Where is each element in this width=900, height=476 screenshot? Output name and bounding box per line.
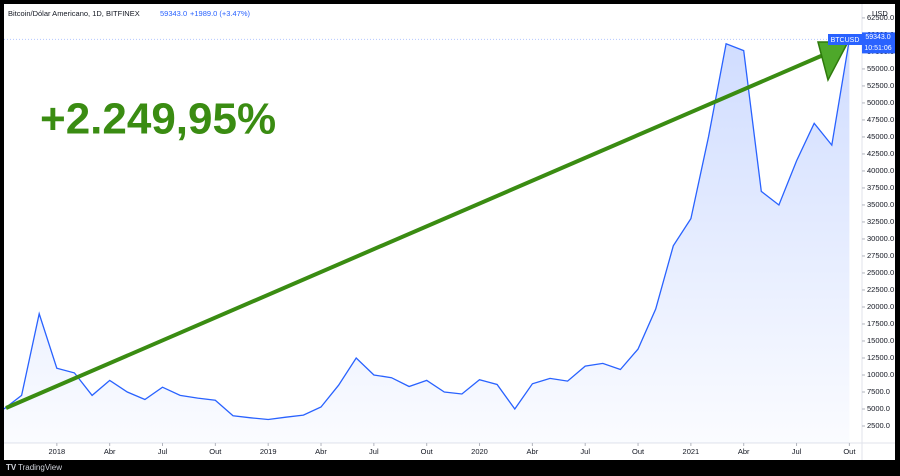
header-price: 59343.0 [160, 9, 187, 18]
x-tick-label: Out [632, 447, 645, 456]
y-tick-label: 20000.0 [867, 302, 894, 311]
symbol-title: Bitcoin/Dólar Americano, 1D, BITFINEX [8, 9, 140, 18]
x-tick-label: Abr [738, 447, 750, 456]
y-tick-label: 10000.0 [867, 370, 894, 379]
currency-label: USD [872, 9, 888, 18]
y-tick-label: 30000.0 [867, 234, 894, 243]
plot-area [4, 38, 862, 443]
y-tick-label: 35000.0 [867, 200, 894, 209]
price-badge [862, 32, 895, 54]
axes: 2500.0 5000.0 7500.0 10000.0 12500.0 15000.0 1… [48, 13, 894, 456]
header-change: +1989.0 (+3.47%) [190, 9, 251, 18]
x-tick-label: 2019 [260, 447, 277, 456]
price-badge-label: 59343.0 [865, 34, 890, 41]
brand-logo: TV [6, 463, 17, 472]
y-tick-label: 52500.0 [867, 81, 894, 90]
x-tick-label: Abr [315, 447, 327, 456]
y-tick-label: 47500.0 [867, 115, 894, 124]
countdown: 10:51:06 [864, 45, 891, 52]
x-tick-label: 2020 [471, 447, 488, 456]
y-tick-label: 12500.0 [867, 353, 894, 362]
x-tick-label: Jul [792, 447, 802, 456]
x-tick-label: Abr [527, 447, 539, 456]
y-tick-label: 22500.0 [867, 285, 894, 294]
y-tick-label: 55000.0 [867, 64, 894, 73]
x-tick-label: Jul [580, 447, 590, 456]
y-tick-label: 50000.0 [867, 98, 894, 107]
area [4, 39, 850, 443]
symbol-badge [828, 34, 862, 45]
y-tick-label: 27500.0 [867, 251, 894, 260]
y-tick-label: 2500.0 [867, 421, 890, 430]
x-tick-label: 2018 [48, 447, 65, 456]
y-tick-label: 45000.0 [867, 132, 894, 141]
y-tick-label: 62500.0 [867, 13, 894, 22]
y-tick-label: 7500.0 [867, 387, 890, 396]
y-tick-label: 15000.0 [867, 336, 894, 345]
trend-arrow-line [5, 51, 829, 410]
performance-annotation: +2.249,95% [40, 95, 276, 144]
y-tick-label: 25000.0 [867, 268, 894, 277]
x-tick-label: Out [209, 447, 222, 456]
y-tick-label: 40000.0 [867, 166, 894, 175]
x-tick-label: Jul [158, 447, 168, 456]
x-tick-label: Abr [104, 447, 116, 456]
brand: TradingView [18, 463, 62, 472]
x-tick-label: Out [421, 447, 434, 456]
x-tick-label: Jul [369, 447, 379, 456]
y-tick-label: 32500.0 [867, 217, 894, 226]
symbol-badge-label: BTCUSD [831, 37, 860, 44]
x-tick-label: 2021 [683, 447, 700, 456]
y-tick-label: 42500.0 [867, 149, 894, 158]
y-tick-label: 37500.0 [867, 183, 894, 192]
price-line [4, 39, 851, 421]
y-tick-label: 17500.0 [867, 319, 894, 328]
x-tick-label: Out [843, 447, 856, 456]
y-tick-label: 5000.0 [867, 404, 890, 413]
